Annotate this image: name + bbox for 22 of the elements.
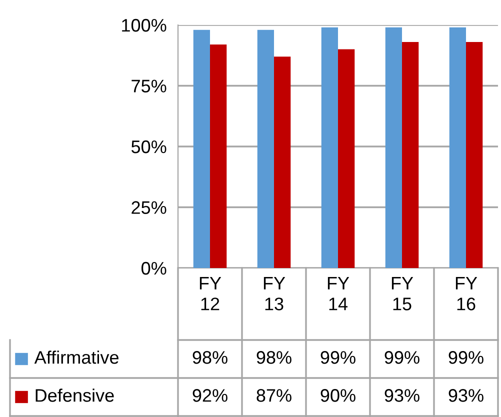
- data-label: 99%: [320, 351, 356, 364]
- legend-label: Affirmative: [34, 350, 118, 364]
- x-tick-label: FY 15: [392, 276, 414, 310]
- x-tick-label: FY 13: [264, 276, 286, 310]
- x-tick-label: FY 14: [328, 276, 350, 310]
- data-label: 98%: [192, 351, 228, 364]
- data-label: 99%: [384, 351, 420, 364]
- y-tick-label: 25%: [132, 201, 166, 214]
- data-label: 93%: [448, 389, 484, 402]
- data-label: 90%: [320, 389, 356, 402]
- data-label: 93%: [384, 389, 420, 402]
- y-tick-label: 0%: [142, 262, 166, 275]
- y-tick-label: 50%: [131, 140, 166, 154]
- y-tick-label: 100%: [122, 18, 166, 32]
- x-tick-label: FY 12: [200, 276, 222, 310]
- data-label: 99%: [448, 351, 484, 364]
- data-label: 92%: [192, 389, 228, 402]
- x-tick-label: FY 16: [456, 276, 478, 310]
- data-label: 98%: [256, 351, 292, 364]
- y-tick-label: 75%: [132, 80, 166, 92]
- data-label: 87%: [256, 389, 292, 402]
- legend-label: Defensive: [36, 388, 114, 402]
